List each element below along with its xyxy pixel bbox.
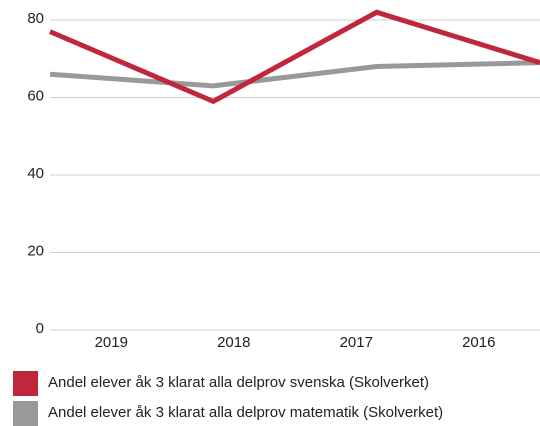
x-tick-label: 2017 (340, 334, 373, 351)
x-tick-label: 2018 (217, 334, 250, 351)
y-tick-label: 60 (27, 87, 44, 104)
legend-label: Andel elever åk 3 klarat alla delprov ma… (48, 404, 443, 421)
legend-swatch (13, 371, 38, 396)
series-line (49, 9, 540, 105)
x-tick-label: 2016 (462, 334, 495, 351)
series-line (49, 60, 540, 89)
y-tick-label: 0 (36, 320, 44, 337)
x-tick-label: 2019 (95, 334, 128, 351)
legend-swatch (13, 401, 38, 426)
legend-label: Andel elever åk 3 klarat alla delprov sv… (48, 374, 429, 391)
y-tick-label: 40 (27, 165, 44, 182)
y-tick-label: 20 (27, 242, 44, 259)
y-tick-label: 80 (27, 10, 44, 27)
